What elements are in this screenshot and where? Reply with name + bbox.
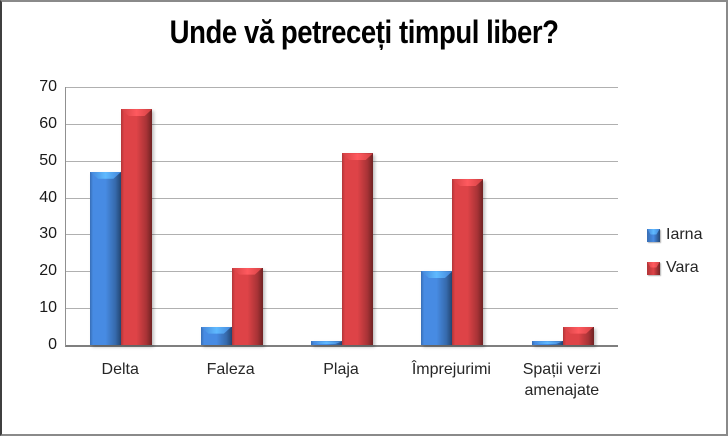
x-category-label-delta: Delta bbox=[101, 361, 139, 378]
bar-top-bevel bbox=[421, 271, 453, 279]
y-axis-labels: 0 10 20 30 40 50 60 70 bbox=[2, 78, 57, 353]
bar-top-bevel bbox=[562, 326, 594, 334]
bar-group-faleza bbox=[176, 87, 286, 345]
gridline-60 bbox=[66, 123, 618, 125]
bar-vara-faleza bbox=[231, 267, 263, 345]
legend-marker-iarna-icon bbox=[647, 228, 660, 242]
bar-top-bevel bbox=[341, 153, 373, 161]
plot-area bbox=[65, 87, 618, 347]
y-tick-label-0: 0 bbox=[48, 336, 57, 353]
legend-marker-vara-icon bbox=[647, 261, 660, 275]
bar-iarna-plaja bbox=[310, 341, 342, 345]
bar-vara-delta bbox=[121, 109, 153, 345]
x-category-label-faleza: Faleza bbox=[206, 361, 255, 378]
x-category-label-plaja: Plaja bbox=[323, 361, 359, 378]
bar-iarna-spatii-verzi-amenajate bbox=[531, 341, 563, 345]
legend-marker-bevel bbox=[647, 228, 660, 235]
gridline-70 bbox=[66, 87, 618, 88]
bar-group-imprejurimi bbox=[397, 87, 507, 345]
x-axis-labels: Delta Faleza Plaja Împrejurimi Spații verzi … bbox=[65, 359, 617, 401]
bar-top-bevel bbox=[310, 341, 342, 345]
bar-vara-imprejurimi bbox=[452, 179, 484, 345]
bar-iarna-imprejurimi bbox=[421, 271, 453, 345]
y-tick-label-70: 70 bbox=[39, 78, 57, 95]
chart-title-text: Unde vă petreceți timpul liber? bbox=[169, 14, 559, 50]
bar-top-bevel bbox=[531, 341, 563, 345]
bar-group-plaja bbox=[287, 87, 397, 345]
bar-group-spatii-verzi-amenajate bbox=[508, 87, 618, 345]
legend: Iarna Vara bbox=[647, 226, 702, 292]
bar-top-bevel bbox=[121, 109, 153, 117]
x-category-label-imprejurimi: Împrejurimi bbox=[411, 361, 491, 378]
bar-top-bevel bbox=[200, 326, 232, 334]
bar-group-delta bbox=[66, 87, 176, 345]
legend-item-vara: Vara bbox=[647, 259, 702, 277]
y-tick-label-10: 10 bbox=[39, 299, 57, 317]
bar-iarna-faleza bbox=[200, 326, 232, 345]
chart-title: Unde vă petreceți timpul liber? bbox=[2, 14, 726, 51]
legend-label-vara: Vara bbox=[666, 259, 699, 276]
y-tick-label-40: 40 bbox=[39, 188, 57, 206]
bar-iarna-delta bbox=[90, 171, 122, 345]
x-category-label-spatii-verzi-amenajate: Spații verzi amenajate bbox=[522, 361, 601, 399]
bar-top-bevel bbox=[452, 179, 484, 187]
y-tick-label-50: 50 bbox=[39, 151, 57, 169]
bar-top-bevel bbox=[231, 267, 263, 275]
bar-vara-spatii-verzi-amenajate bbox=[562, 326, 594, 345]
y-tick-label-20: 20 bbox=[39, 262, 57, 280]
y-tick-label-30: 30 bbox=[39, 225, 57, 243]
legend-item-iarna: Iarna bbox=[647, 226, 702, 244]
bar-vara-plaja bbox=[341, 153, 373, 345]
legend-label-iarna: Iarna bbox=[666, 226, 703, 243]
legend-marker-bevel bbox=[647, 261, 660, 268]
bar-top-bevel bbox=[90, 171, 122, 179]
y-tick-label-60: 60 bbox=[39, 114, 57, 132]
